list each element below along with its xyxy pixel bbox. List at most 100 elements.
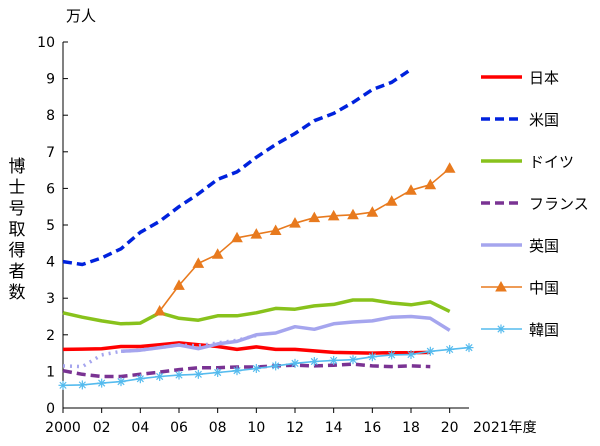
data-point-marker	[97, 378, 107, 388]
x-tick-label: 02	[93, 420, 111, 436]
data-point-marker	[367, 352, 377, 362]
legend-label: フランス	[529, 195, 589, 213]
data-point-marker	[290, 358, 300, 368]
y-tick-label: 3	[46, 291, 55, 307]
x-tick-label: 2021年度	[473, 420, 537, 436]
data-point-marker	[135, 374, 145, 384]
data-point-marker	[309, 357, 319, 367]
legend-item: 韓国	[481, 321, 559, 339]
x-tick-label: 04	[131, 420, 149, 436]
series-3	[62, 362, 431, 379]
data-point-marker	[405, 184, 417, 195]
data-point-marker	[250, 228, 263, 239]
data-point-marker	[464, 343, 474, 353]
x-tick-label: 20	[441, 420, 459, 436]
data-point-marker	[116, 377, 126, 387]
legend-item: 中国	[481, 279, 559, 297]
legend-label: 米国	[529, 111, 559, 129]
series-line	[62, 346, 470, 387]
data-point-marker	[251, 363, 261, 373]
data-point-marker	[192, 257, 205, 268]
legend-label: 英国	[529, 237, 559, 255]
legend-label: 韓国	[529, 321, 559, 339]
data-point-marker	[193, 369, 203, 379]
data-point-marker	[387, 350, 397, 360]
data-point-marker	[232, 366, 242, 376]
y-tick-label: 10	[37, 35, 55, 51]
data-point-marker	[327, 209, 340, 221]
series-0	[62, 341, 431, 355]
data-point-marker	[385, 195, 398, 206]
data-point-marker	[58, 380, 68, 390]
legend-marker	[496, 324, 506, 334]
data-point-marker	[271, 361, 281, 371]
series-6	[58, 343, 474, 390]
legend-marker	[495, 280, 507, 292]
legend-item: 英国	[481, 237, 559, 255]
y-tick-label: 8	[46, 108, 55, 124]
series-line	[159, 167, 451, 312]
x-tick-label: 14	[325, 420, 343, 436]
data-point-marker	[445, 344, 455, 354]
y-tick-label: 7	[46, 145, 55, 161]
data-point-marker	[155, 372, 165, 382]
legend-label: 日本	[529, 69, 559, 87]
y-axis-title: 博士号取得者数	[9, 157, 26, 303]
data-point-marker	[231, 231, 243, 243]
data-point-marker	[153, 304, 166, 316]
x-tick-label: 10	[247, 420, 265, 436]
series-line	[62, 67, 412, 267]
data-point-marker	[406, 350, 416, 360]
series-layer	[58, 67, 474, 390]
legend-item: ドイツ	[481, 153, 574, 171]
legend-item: 日本	[481, 69, 559, 87]
x-tick-label: 2000	[45, 420, 81, 436]
series-5	[153, 162, 456, 316]
data-point-marker	[308, 211, 321, 223]
y-tick-label: 2	[46, 328, 55, 344]
data-point-marker	[425, 346, 435, 356]
data-point-marker	[211, 248, 224, 259]
legend-label: ドイツ	[529, 153, 574, 171]
data-point-marker	[329, 355, 339, 365]
y-axis-ticks: 0 1 2 3 4 5 6 7 8 9 10	[37, 35, 68, 417]
x-tick-label: 08	[209, 420, 227, 436]
y-tick-label: 9	[46, 72, 55, 88]
data-point-marker	[424, 178, 437, 190]
data-point-marker	[77, 380, 87, 390]
data-point-marker	[443, 162, 456, 173]
legend-label: 中国	[529, 279, 559, 297]
series-line	[62, 341, 431, 355]
data-point-marker	[347, 208, 359, 220]
series-1	[62, 67, 412, 267]
data-point-marker	[289, 217, 301, 228]
x-tick-label: 18	[402, 420, 420, 436]
data-point-marker	[366, 206, 379, 217]
x-tick-label: 06	[170, 420, 188, 436]
series-2	[62, 298, 451, 326]
data-point-marker	[173, 279, 185, 290]
unit-label: 万人	[66, 7, 96, 25]
y-tick-label: 5	[46, 218, 55, 234]
data-point-marker	[269, 224, 282, 235]
series-line	[120, 314, 451, 354]
x-tick-label: 16	[363, 420, 381, 436]
x-tick-label: 12	[286, 420, 304, 436]
series-line	[62, 362, 431, 379]
x-axis-ticks: 2000 02 04 06 08 10 12 14 16 18 20 2021年度	[45, 408, 537, 436]
y-tick-label: 0	[46, 401, 55, 417]
y-tick-label: 4	[46, 255, 55, 271]
series-4	[62, 314, 451, 369]
y-tick-label: 6	[46, 181, 55, 197]
data-point-marker	[174, 370, 184, 380]
data-point-marker	[348, 355, 358, 365]
series-line-dotted	[62, 333, 257, 369]
data-point-marker	[213, 367, 223, 377]
legend-item: フランス	[481, 195, 589, 213]
series-line	[62, 298, 451, 326]
y-tick-label: 1	[46, 364, 55, 380]
legend-item: 米国	[481, 111, 559, 129]
